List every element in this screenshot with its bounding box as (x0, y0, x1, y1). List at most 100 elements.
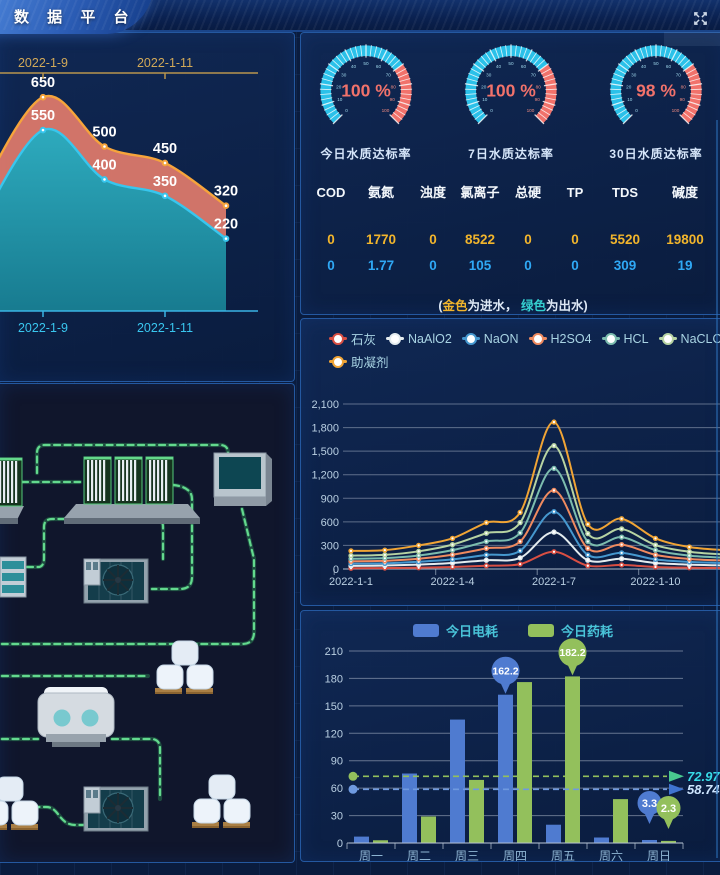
gauge-tick-label: 0 (635, 108, 638, 113)
legend-marker-icon (329, 355, 347, 368)
consumption-bar-chart[interactable]: 0 30 60 90 120 150 180 210 周一 周二 周三 周四 周五 周六 周日 72.9758… (301, 611, 720, 861)
inlet-point (161, 159, 169, 167)
header-bar (0, 0, 720, 34)
legend-item-H2SO4[interactable]: H2SO4 (528, 331, 592, 346)
chem-xtick: 2022-1-7 (532, 576, 576, 588)
pipe-network (0, 442, 257, 828)
bar-power-周日[interactable] (642, 839, 657, 843)
legend-label: H2SO4 (550, 331, 592, 346)
gauge-7day[interactable]: 0 10 20 30 40 50 60 70 80 90 100 100 % (458, 38, 564, 144)
table-cell-出水: 0 (524, 258, 532, 273)
series-line-NaAlO2 (350, 531, 720, 567)
gauge-tick-label: 70 (676, 72, 682, 77)
inlet-band (0, 95, 226, 239)
outlet-value-label: 400 (92, 157, 116, 173)
bottom-axis-label: 2022-1-11 (137, 321, 193, 335)
chemical-bag-stack (0, 776, 39, 830)
series-line-石灰 (350, 550, 720, 570)
inlet-point (39, 93, 47, 101)
gauge-tick-label: 70 (531, 72, 537, 77)
note-part: 绿色 (520, 299, 546, 313)
legend-label: 助凝剂 (351, 356, 389, 370)
table-cell-出水: 0 (429, 258, 437, 273)
legend-label: NaCLO (680, 331, 720, 346)
outlet-area (0, 128, 226, 311)
bar-chem-周三[interactable] (469, 779, 484, 843)
bars-xtick: 周三 (455, 849, 479, 861)
chem-ytick: 2,100 (311, 399, 339, 411)
legend-item-助凝剂[interactable]: 助凝剂 (329, 352, 389, 371)
bar-chem-周四[interactable] (517, 682, 532, 843)
gauge-tick-label: 50 (363, 61, 369, 66)
inlet-value-label: 450 (153, 141, 177, 157)
bars-xtick: 周一 (359, 849, 383, 861)
legend-item-今日电耗[interactable]: 今日电耗 (412, 621, 498, 640)
legend-item-今日药耗[interactable]: 今日药耗 (528, 621, 613, 640)
chem-xtick: 2022-1-4 (430, 576, 474, 588)
chem-ytick: 0 (333, 564, 339, 576)
chem-ytick: 900 (321, 493, 339, 505)
bottom-axis-label: 2022-1-9 (18, 321, 68, 335)
bar-chem-周六[interactable] (613, 799, 628, 843)
legend-item-NaAlO2[interactable]: NaAlO2 (386, 332, 452, 346)
gauge-today[interactable]: 0 10 20 30 40 50 60 70 80 90 100 100 % (313, 38, 419, 144)
table-cell-进水: 5520 (609, 232, 641, 247)
bar-power-周四[interactable] (498, 694, 513, 843)
avg-value-label: 58.74 (687, 782, 720, 797)
series-line-NaON (350, 510, 720, 565)
gauge-30day[interactable]: 0 10 20 30 40 50 60 70 80 90 100 98 % (603, 38, 709, 144)
pipe (0, 507, 256, 646)
facility-3d-view[interactable] (0, 384, 294, 862)
chem-ytick: 1,500 (311, 446, 339, 458)
gauge-value: 100 % (486, 80, 536, 100)
bar-power-周三[interactable] (450, 719, 465, 843)
gauge-tick-label: 20 (336, 84, 342, 89)
equipment-base (0, 506, 24, 518)
membrane-rack (83, 456, 112, 505)
balloon-value: 162.2 (492, 666, 518, 678)
gauge-dial: 0 10 20 30 40 50 60 70 80 90 100 100 % (464, 44, 558, 125)
pipe (110, 737, 162, 801)
chem-ytick: 300 (321, 540, 339, 552)
bars-xtick: 周四 (503, 849, 527, 861)
chem-ytick: 600 (321, 517, 339, 529)
table-header: TP (566, 185, 584, 200)
inflow-chart-panel: 650 550 500 400 450 350 320 220 2022-1-9 2022-1-1… (0, 32, 295, 382)
bar-chem-周日[interactable] (661, 840, 676, 843)
chemicals-line-chart[interactable]: 0 300 600 900 1,200 1,500 1,800 2,100 2022-1-1 20… (301, 319, 720, 605)
bars-xtick: 周六 (599, 849, 623, 861)
table-cell-出水: 19 (677, 258, 693, 273)
outlet-value-label: 220 (214, 217, 238, 233)
gauge-tick-label: 30 (341, 72, 347, 77)
legend-item-NaON[interactable]: NaON (461, 332, 519, 346)
inflow-area-chart[interactable]: 650 550 500 400 450 350 320 220 2022-1-9 2022-1-1… (0, 33, 294, 381)
gauge-tick-label: 10 (627, 97, 633, 102)
expand-icon[interactable] (693, 11, 708, 26)
chem-xtick: 2022-1-1 (329, 576, 373, 588)
bar-power-周一[interactable] (354, 836, 369, 843)
bars-ytick: 60 (331, 783, 343, 795)
gauge-tick-label: 30 (486, 72, 492, 77)
legend-label: 石灰 (351, 333, 377, 347)
bar-chem-周五[interactable] (565, 676, 580, 843)
bar-chem-周一[interactable] (373, 840, 388, 843)
bar-chem-周二[interactable] (421, 816, 436, 843)
value-balloon (637, 791, 662, 815)
value-balloon (491, 656, 520, 685)
legend-marker-icon (329, 332, 347, 345)
outlet-value-label: 350 (153, 174, 177, 190)
gauge-tick-label: 40 (641, 64, 647, 69)
bar-power-周五[interactable] (546, 824, 561, 843)
legend-item-NaCLO[interactable]: NaCLO (658, 331, 720, 346)
inlet-value-label: 320 (214, 184, 238, 200)
legend-item-HCL[interactable]: HCL (601, 332, 649, 346)
balloon-value: 2.3 (661, 803, 676, 815)
pipe (150, 483, 194, 591)
bar-power-周二[interactable] (402, 773, 417, 843)
bar-power-周六[interactable] (594, 837, 609, 843)
legend-item-石灰[interactable]: 石灰 (329, 329, 376, 348)
chem-legend-row-2: 助凝剂 (329, 352, 389, 371)
table-cell-进水: 8522 (464, 232, 496, 247)
bars-ytick: 120 (325, 728, 343, 740)
